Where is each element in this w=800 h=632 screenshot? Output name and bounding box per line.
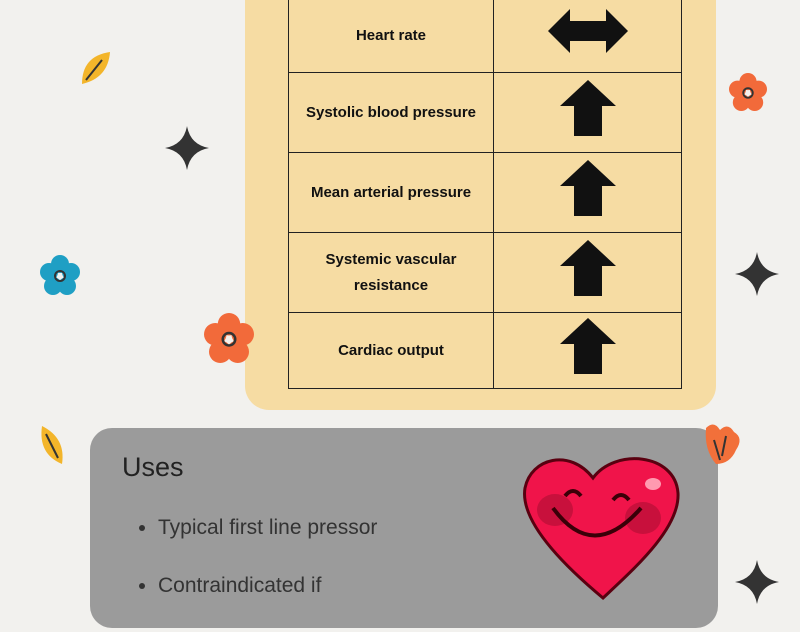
parameter-cell: Mean arterial pressure bbox=[288, 152, 494, 233]
effect-cell bbox=[493, 0, 682, 73]
uses-list: Typical first line pressor Contraindicat… bbox=[120, 516, 377, 632]
effect-cell bbox=[493, 152, 682, 233]
up-arrow-icon bbox=[559, 160, 616, 216]
up-arrow-icon bbox=[559, 318, 616, 374]
list-item: Contraindicated if bbox=[158, 574, 377, 598]
table-row: Cardiac output bbox=[288, 312, 682, 389]
list-item: Typical first line pressor bbox=[158, 516, 377, 540]
table-row: Systemic vascular resistance bbox=[288, 232, 682, 313]
effect-cell bbox=[493, 232, 682, 313]
table-row: Heart rate bbox=[288, 0, 682, 73]
uses-title: Uses bbox=[122, 452, 184, 482]
flower-icon bbox=[40, 255, 80, 295]
effect-cell bbox=[493, 312, 682, 389]
table-row: Systolic blood pressure bbox=[288, 72, 682, 153]
leaf-icon bbox=[82, 52, 110, 84]
up-arrow-icon bbox=[559, 240, 616, 296]
flower-icon bbox=[729, 73, 767, 111]
effect-cell bbox=[493, 72, 682, 153]
double-arrow-icon bbox=[547, 9, 628, 53]
leaf-icon bbox=[41, 426, 63, 464]
leaf-icon bbox=[705, 424, 740, 464]
parameter-cell: Heart rate bbox=[288, 0, 494, 73]
up-arrow-icon bbox=[559, 80, 616, 136]
sparkle-icon bbox=[165, 126, 209, 170]
parameter-cell: Cardiac output bbox=[288, 312, 494, 389]
flower-icon bbox=[204, 313, 254, 363]
hemodynamic-effects-table: Heart rate Systolic blood pressure Mean … bbox=[288, 0, 682, 389]
parameter-cell: Systolic blood pressure bbox=[288, 72, 494, 153]
parameter-cell: Systemic vascular resistance bbox=[288, 232, 494, 313]
smiling-heart-icon bbox=[523, 457, 680, 601]
sparkle-icon bbox=[735, 560, 779, 604]
sparkle-icon bbox=[735, 252, 779, 296]
table-row: Mean arterial pressure bbox=[288, 152, 682, 233]
